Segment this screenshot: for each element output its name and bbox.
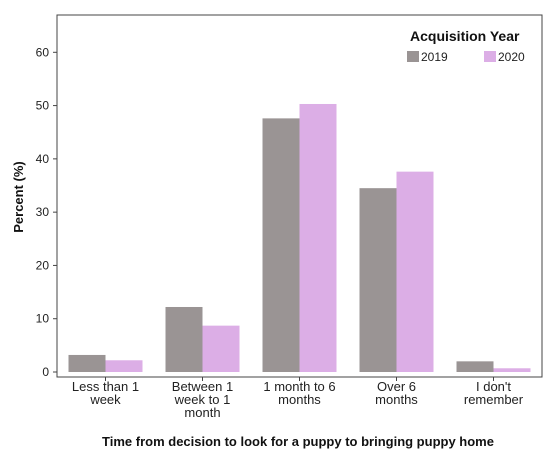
legend-label-2019: 2019 — [421, 50, 448, 64]
x-axis: Less than 1 week Between 1 week to 1 month 1 … — [72, 377, 524, 420]
y-tick-label: 20 — [36, 258, 50, 272]
bar-2019-cat-2 — [262, 118, 300, 372]
bar-2020-cat-0 — [105, 360, 143, 372]
y-tick-label: 10 — [36, 312, 50, 326]
bar-2019-cat-0 — [68, 354, 106, 372]
y-tick-label: 50 — [36, 99, 50, 113]
x-tick-label: 1 month to 6 months — [263, 379, 335, 407]
x-tick-label: I don't remember — [464, 379, 524, 407]
bar-2019-cat-3 — [359, 188, 397, 372]
bar-2020-cat-1 — [202, 325, 240, 372]
bar-2019-cat-1 — [165, 306, 203, 372]
legend-swatch-2019 — [407, 51, 419, 62]
legend-swatch-2020 — [484, 51, 496, 62]
y-tick-label: 0 — [42, 365, 49, 379]
y-axis-title: Percent (%) — [11, 161, 26, 233]
y-tick-label: 60 — [36, 45, 50, 59]
bar-2020-cat-4 — [493, 368, 531, 372]
bar-2020-cat-3 — [396, 171, 434, 372]
y-tick-label: 30 — [36, 205, 50, 219]
legend-title: Acquisition Year — [410, 28, 520, 44]
x-tick-label: Between 1 week to 1 month — [172, 379, 233, 420]
x-tick-label: Over 6 months — [375, 379, 418, 407]
legend: Acquisition Year 2019 2020 — [407, 28, 525, 64]
bar-2019-cat-4 — [456, 361, 494, 372]
bars-group — [68, 103, 531, 372]
x-axis-title: Time from decision to look for a puppy t… — [102, 434, 494, 449]
y-axis: 0 10 20 30 40 50 60 — [36, 45, 57, 379]
x-tick-label: Less than 1 week — [72, 379, 139, 407]
bar-2020-cat-2 — [299, 103, 337, 372]
y-tick-label: 40 — [36, 152, 50, 166]
legend-label-2020: 2020 — [498, 50, 525, 64]
